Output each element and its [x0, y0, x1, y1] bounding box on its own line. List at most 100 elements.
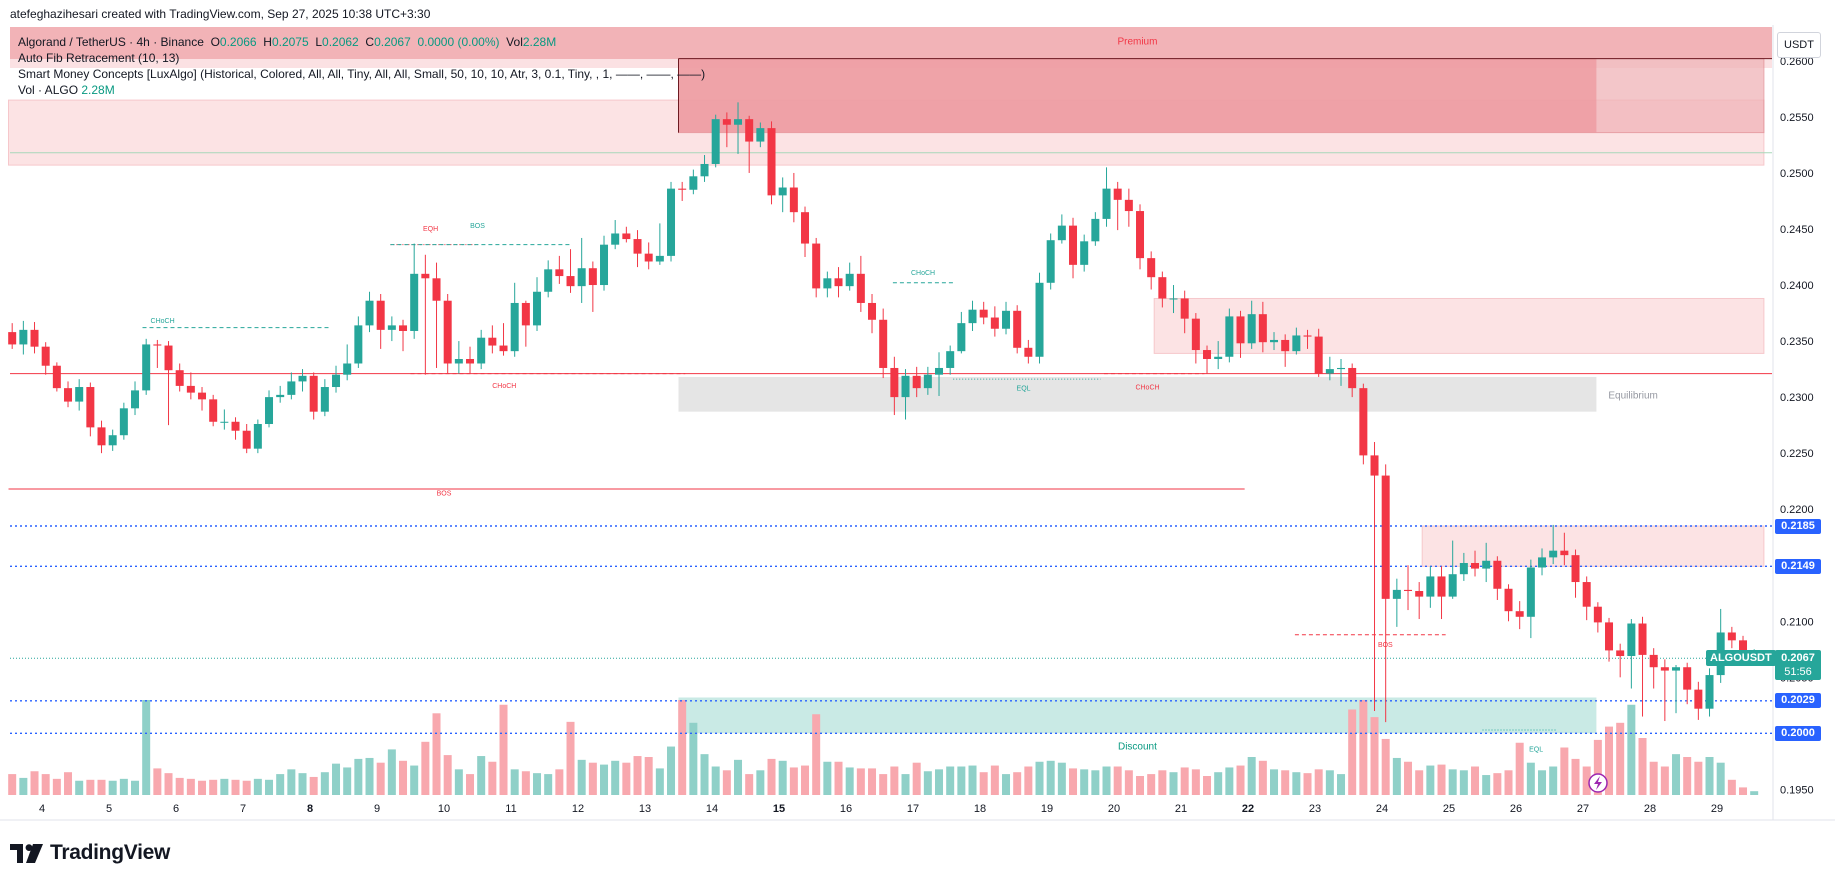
candle-body: [1080, 241, 1089, 265]
volume-bar: [410, 765, 419, 795]
candle-body: [64, 388, 73, 402]
volume-bar: [1292, 772, 1301, 795]
volume-bar: [622, 762, 631, 795]
candle-body: [890, 367, 899, 398]
annotation-labels-layer: Premium Equilibrium Discount CHoCH EQH BOS CHo…: [151, 37, 1658, 793]
current-price-tag[interactable]: 0.2067 51:56: [1775, 650, 1821, 681]
volume-bar: [86, 779, 95, 795]
time-tick-label: 7: [240, 803, 246, 815]
candle-body: [1448, 574, 1457, 597]
volume-bar: [655, 768, 664, 795]
candle-body: [1571, 555, 1580, 583]
price-level-tag[interactable]: 0.2029: [1775, 693, 1821, 709]
structure-label: EQL: [1529, 746, 1543, 753]
volume-bar: [1303, 773, 1312, 795]
volume-bar: [510, 769, 519, 795]
candle-body: [521, 302, 530, 326]
candle-body: [86, 387, 95, 428]
candle-body: [767, 128, 776, 196]
price-tick-label: 0.2400: [1780, 280, 1814, 292]
volume-bar: [153, 768, 162, 795]
price-level-tag[interactable]: 0.2185: [1775, 518, 1821, 534]
volume-bar: [566, 721, 575, 795]
candle-body: [1426, 576, 1435, 597]
volume-bar: [1370, 717, 1379, 795]
volume-bar: [1683, 757, 1692, 795]
price-tick-label: 0.2600: [1780, 56, 1814, 68]
volume-bar: [745, 774, 754, 795]
time-tick-label: 13: [639, 803, 651, 815]
legend-indicator-vol[interactable]: Vol · ALGO 2.28M: [18, 83, 115, 97]
volume-bar: [1593, 739, 1602, 795]
volume-bar: [689, 722, 698, 795]
price-unit-button[interactable]: USDT: [1777, 32, 1821, 58]
candle-body: [1392, 589, 1401, 599]
candle-body: [354, 325, 363, 364]
candle-body: [1124, 199, 1133, 212]
candle-body: [1337, 367, 1346, 370]
candle-body: [1370, 455, 1379, 476]
candle-body: [1694, 689, 1703, 709]
tradingview-logo[interactable]: TradingView: [10, 841, 170, 865]
order-block-2: [1421, 525, 1765, 567]
candle-body: [30, 329, 39, 347]
candle-body: [1727, 632, 1736, 641]
legend-indicator-fib[interactable]: Auto Fib Retracement (10, 13): [18, 51, 180, 65]
volume-bar: [890, 766, 899, 795]
price-level-tag[interactable]: 0.2000: [1775, 725, 1821, 741]
structure-label: CHoCH: [1135, 384, 1159, 391]
candle-body: [700, 163, 709, 177]
volume-bar: [1013, 772, 1022, 795]
volume-bar: [1158, 770, 1167, 795]
volume-bar: [119, 778, 128, 795]
volume-bar: [700, 754, 709, 795]
volume-bar: [1750, 791, 1759, 795]
candle-body: [343, 363, 352, 375]
attribution-text: atefeghazihesari created with TradingVie…: [10, 7, 431, 21]
volume-bar: [1672, 754, 1681, 795]
candle-body: [1526, 567, 1535, 617]
volume-bar: [1582, 766, 1591, 795]
volume-bar: [678, 700, 687, 795]
volume-bar: [912, 762, 921, 795]
candle-body: [812, 243, 821, 289]
candle-body: [1236, 316, 1245, 344]
structure-label: BOS: [470, 223, 485, 230]
legend-high: 0.2075: [271, 35, 309, 49]
volume-bar: [443, 755, 452, 795]
price-level-tag[interactable]: 0.2149: [1775, 558, 1821, 574]
candle-body: [990, 317, 999, 329]
volume-bar: [242, 780, 251, 795]
volume-bar: [75, 780, 84, 795]
candle-body: [298, 375, 307, 382]
volume-bar: [52, 778, 61, 795]
candle-body: [131, 390, 140, 409]
candle-body: [108, 435, 117, 446]
candle-body: [1627, 623, 1636, 657]
volume-bar: [1046, 760, 1055, 795]
volume-bar: [1504, 770, 1513, 795]
legend-indicator-smc[interactable]: Smart Money Concepts [LuxAlgo] (Historic…: [18, 67, 706, 81]
structure-label: BOS: [1378, 642, 1393, 649]
candle-body: [1314, 336, 1323, 374]
zones-layer: [8, 27, 1772, 734]
candle-body: [1057, 225, 1066, 241]
volume-bar: [990, 765, 999, 795]
price-tick-label: 0.2100: [1780, 616, 1814, 628]
legend-symbol[interactable]: Algorand / TetherUS · 4h · Binance: [18, 35, 204, 49]
premium-zone: [678, 58, 1597, 133]
candle-body: [1292, 335, 1301, 352]
volume-bar: [1113, 766, 1122, 795]
volume-bar: [734, 759, 743, 795]
volume-bar: [935, 769, 944, 795]
volume-bar: [41, 774, 50, 795]
candle-body: [1035, 282, 1044, 357]
structure-label: CHoCH: [911, 270, 935, 277]
candle-body: [443, 300, 452, 364]
volume-bar: [633, 756, 642, 795]
volume-bar: [1203, 776, 1212, 795]
candle-body: [1381, 475, 1390, 599]
candle-body: [1605, 622, 1614, 651]
time-tick-label: 9: [374, 803, 380, 815]
